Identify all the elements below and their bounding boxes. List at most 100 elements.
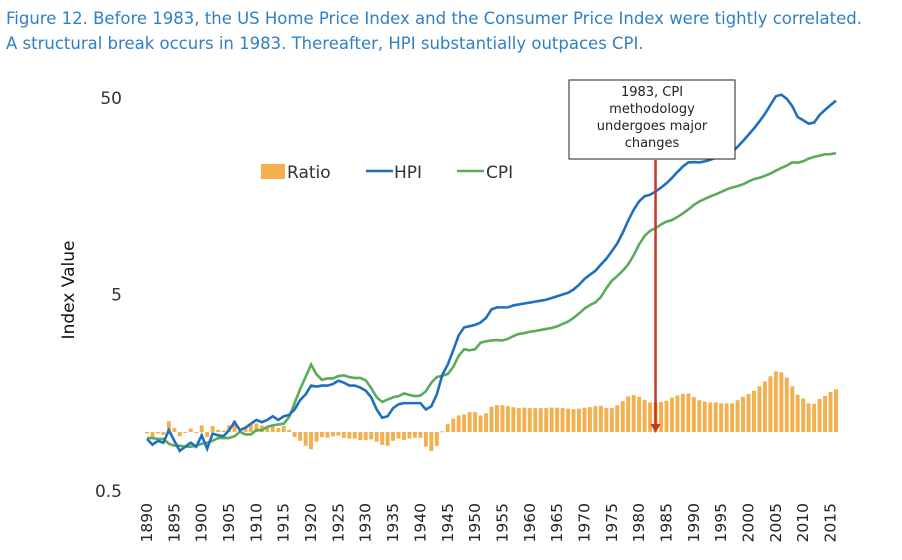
ratio-bar-2003 xyxy=(762,381,767,432)
chart-title-line-2: A structural break occurs in 1983. There… xyxy=(6,34,644,53)
ratio-bar-1901 xyxy=(205,432,210,438)
ratio-bar-1944 xyxy=(440,431,445,433)
ratio-bar-1898 xyxy=(188,428,193,432)
ratio-bar-1926 xyxy=(341,432,346,438)
ratio-bar-1941 xyxy=(423,432,428,447)
ratio-bar-1910 xyxy=(254,423,259,432)
ratio-bar-1937 xyxy=(402,432,406,441)
ratio-bar-1929 xyxy=(358,432,363,441)
chart-title-line-1: Figure 12. Before 1983, the US Home Pric… xyxy=(6,9,862,28)
ratio-bar-1893 xyxy=(161,432,166,435)
chart-title: Figure 12. Before 1983, the US Home Pric… xyxy=(6,6,896,56)
ratio-bar-1991 xyxy=(697,400,702,432)
x-tick-label: 1950 xyxy=(466,503,484,542)
annotation-line: 1983, CPI xyxy=(621,85,683,100)
ratio-bar-1987 xyxy=(675,395,680,432)
x-tick-label: 1915 xyxy=(275,503,293,542)
x-tick-label: 1995 xyxy=(712,503,730,542)
x-tick-label: 1905 xyxy=(220,503,238,542)
annotation-line: changes xyxy=(625,136,680,151)
ratio-bar-1982 xyxy=(648,402,653,432)
annotation-text: 1983, CPI methodology undergoes major chang… xyxy=(597,85,708,151)
ratio-bar-1964 xyxy=(549,407,554,432)
ratio-bar-1899 xyxy=(194,432,199,433)
ratio-bar-2015 xyxy=(828,391,833,432)
x-tick-label: 1920 xyxy=(302,503,320,542)
ratio-bar-1938 xyxy=(407,432,412,439)
ratio-bar-1985 xyxy=(664,400,669,432)
legend-ratio-label: Ratio xyxy=(287,163,331,183)
ratio-bar-1894 xyxy=(166,421,171,432)
ratio-bar-1989 xyxy=(686,393,691,432)
ratio-bar-1951 xyxy=(478,415,483,432)
ratio-bar-1984 xyxy=(659,402,663,432)
ratio-bar-2014 xyxy=(823,395,828,432)
ratio-bar-1965 xyxy=(555,407,560,432)
ratio-bar-1908 xyxy=(243,426,248,432)
ratio-bar-1958 xyxy=(516,408,521,432)
ratio-bar-1998 xyxy=(735,400,740,432)
ratio-bar-1890 xyxy=(145,432,149,434)
y-axis-title: Index Value xyxy=(59,241,79,340)
ratio-bar-1990 xyxy=(691,397,696,432)
ratio-bar-2006 xyxy=(779,372,784,432)
x-tick-label: 1985 xyxy=(657,503,675,542)
y-tick-label: 50 xyxy=(100,89,122,109)
ratio-bar-1925 xyxy=(336,432,341,436)
ratio-bar-1986 xyxy=(669,397,674,432)
ratio-bar-1933 xyxy=(380,432,385,445)
ratio-bar-1923 xyxy=(325,432,330,438)
ratio-bar-2016 xyxy=(834,389,838,432)
cpi-line xyxy=(147,151,837,449)
ratio-bar-1949 xyxy=(467,412,472,432)
ratio-bar-1979 xyxy=(631,395,636,432)
ratio-bar-1975 xyxy=(609,408,614,432)
ratio-bar-1971 xyxy=(587,407,592,432)
x-tick-label: 1900 xyxy=(193,503,211,542)
ratio-bar-1993 xyxy=(708,402,713,432)
x-tick-label: 1960 xyxy=(521,503,539,542)
ratio-bar-1922 xyxy=(320,432,324,438)
ratio-bar-1947 xyxy=(456,415,461,432)
ratio-bar-1932 xyxy=(374,432,379,442)
ratio-bar-1900 xyxy=(199,425,204,432)
ratio-bar-1976 xyxy=(615,405,620,432)
ratio-bar-1980 xyxy=(637,396,642,432)
x-tick-label: 1965 xyxy=(548,503,566,542)
annotation-arrow-head xyxy=(650,424,661,433)
x-tick-label: 1930 xyxy=(357,503,375,542)
ratio-bar-1997 xyxy=(730,403,735,432)
ratio-bar-2005 xyxy=(773,371,778,432)
ratio-bar-1974 xyxy=(604,408,609,432)
ratio-bar-1995 xyxy=(719,403,724,432)
ratio-bar-2013 xyxy=(817,398,822,432)
ratio-bar-1931 xyxy=(369,432,374,440)
x-tick-label: 2005 xyxy=(767,503,785,542)
ratio-bar-1996 xyxy=(724,403,729,432)
ratio-bar-2002 xyxy=(757,386,762,432)
x-tick-label: 1940 xyxy=(411,503,429,542)
x-tick-label: 2000 xyxy=(740,503,758,542)
legend-ratio-swatch xyxy=(261,164,285,179)
ratio-bar-1978 xyxy=(626,396,631,432)
annotation-line: methodology xyxy=(609,102,695,117)
ratio-bar-1940 xyxy=(418,432,423,438)
ratio-bar-1913 xyxy=(270,424,275,432)
ratio-bar-1999 xyxy=(741,396,746,432)
ratio-bar-2011 xyxy=(806,403,811,432)
ratio-bar-2001 xyxy=(752,390,756,432)
ratio-bar-1994 xyxy=(713,402,718,432)
ratio-bar-1912 xyxy=(265,426,270,432)
ratio-bar-1957 xyxy=(511,407,516,432)
x-axis-ticks: 1890 1895 1900 1905 1910 1915 1920 1925 1930 1935… xyxy=(138,503,840,542)
ratio-bar-1892 xyxy=(155,432,160,434)
ratio-bar-1969 xyxy=(577,408,581,432)
x-tick-label: 1970 xyxy=(575,503,593,542)
ratio-bar-1972 xyxy=(593,406,598,432)
ratio-bar-1928 xyxy=(352,432,357,439)
ratio-bar-1924 xyxy=(330,432,335,437)
ratio-bar-1968 xyxy=(571,409,576,432)
ratio-bar-1917 xyxy=(292,432,297,438)
ratio-bar-1935 xyxy=(391,432,396,441)
